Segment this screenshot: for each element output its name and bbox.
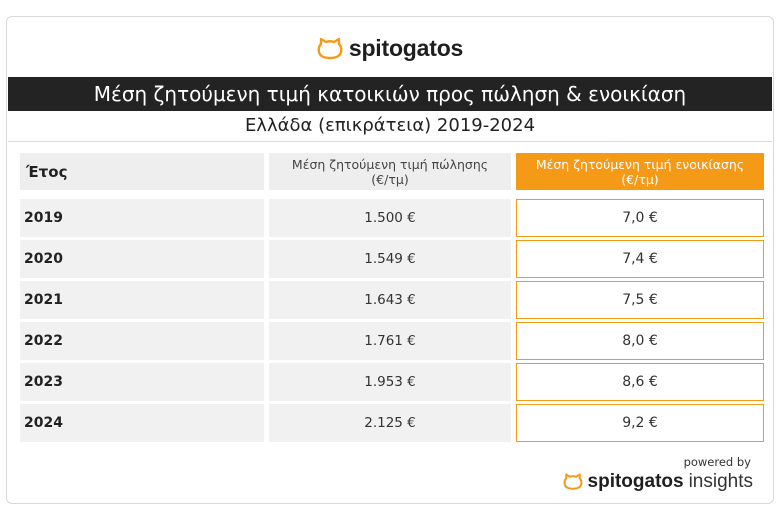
- cell-rent-price: 9,2 €: [516, 404, 764, 442]
- page-subtitle: Ελλάδα (επικράτεια) 2019-2024: [244, 115, 536, 136]
- header-rent-price: Μέση ζητούμενη τιμή ενοικίασης (€/τμ): [516, 153, 764, 190]
- cell-sale-price: 1.953 €: [269, 363, 511, 401]
- table-row: 2019 1.500 € 7,0 €: [20, 199, 764, 237]
- footer-brand-name: spitogatos: [587, 471, 684, 492]
- cell-sale-price: 1.761 €: [269, 322, 511, 360]
- header-rent-line2: (€/τμ): [621, 171, 659, 187]
- header-sale-line1: Μέση ζητούμενη τιμή πώλησης: [291, 156, 489, 172]
- table-row: 2020 1.549 € 7,4 €: [20, 240, 764, 278]
- infographic-card: spitogatos Μέση ζητούμενη τιμή κατοικιών…: [6, 16, 774, 504]
- cell-rent-price: 8,6 €: [516, 363, 764, 401]
- cell-year: 2020: [20, 240, 264, 278]
- cell-year: 2022: [20, 322, 264, 360]
- brand-name: spitogatos: [348, 35, 464, 61]
- cell-rent-price: 7,4 €: [516, 240, 764, 278]
- cell-year: 2021: [20, 281, 264, 319]
- footer-logo: spitogatos insights: [563, 471, 753, 493]
- cell-year: 2019: [20, 199, 264, 237]
- cell-sale-price: 1.549 €: [269, 240, 511, 278]
- footer-product-name: insights: [688, 471, 753, 492]
- header-year: Έτος: [20, 153, 264, 190]
- cell-rent-price: 8,0 €: [516, 322, 764, 360]
- cell-rent-price: 7,5 €: [516, 281, 764, 319]
- page-title: Μέση ζητούμενη τιμή κατοικιών προς πώλησ…: [8, 77, 772, 111]
- brand-logo: spitogatos: [7, 35, 773, 62]
- header-sale-line2: (€/τμ): [371, 171, 409, 187]
- header-sale-price: Μέση ζητούμενη τιμή πώλησης (€/τμ): [269, 153, 511, 190]
- cell-year: 2024: [20, 404, 264, 442]
- cell-sale-price: 1.643 €: [269, 281, 511, 319]
- cell-rent-price: 7,0 €: [516, 199, 764, 237]
- table-row: 2024 2.125 € 9,2 €: [20, 404, 764, 442]
- cell-year: 2023: [20, 363, 264, 401]
- table-row: 2022 1.761 € 8,0 €: [20, 322, 764, 360]
- cat-house-icon: [317, 37, 343, 59]
- powered-by-label: powered by: [683, 455, 751, 469]
- title-text: Μέση ζητούμενη τιμή κατοικιών προς πώλησ…: [93, 82, 687, 106]
- header-rent-line1: Μέση ζητούμενη τιμή ενοικίασης: [535, 156, 745, 172]
- cell-sale-price: 1.500 €: [269, 199, 511, 237]
- divider: [8, 141, 772, 142]
- cell-sale-price: 2.125 €: [269, 404, 511, 442]
- table-row: 2023 1.953 € 8,6 €: [20, 363, 764, 401]
- table-row: 2021 1.643 € 7,5 €: [20, 281, 764, 319]
- cat-house-icon: [563, 473, 582, 490]
